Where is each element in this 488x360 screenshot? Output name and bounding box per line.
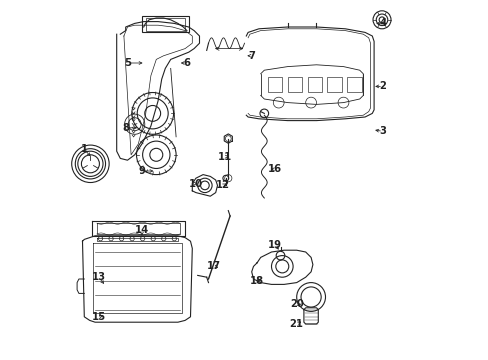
Text: 15: 15 bbox=[91, 312, 105, 322]
Text: 21: 21 bbox=[289, 319, 303, 329]
Text: 6: 6 bbox=[183, 58, 190, 68]
Bar bbox=[145, 18, 185, 31]
Text: 8: 8 bbox=[122, 123, 129, 133]
Text: 4: 4 bbox=[379, 18, 386, 28]
Text: 1: 1 bbox=[81, 144, 88, 154]
Text: 11: 11 bbox=[217, 152, 231, 162]
Bar bbox=[326, 77, 341, 92]
Text: 18: 18 bbox=[249, 276, 264, 286]
Text: 20: 20 bbox=[289, 299, 303, 309]
Bar bbox=[346, 77, 361, 92]
Bar bbox=[267, 77, 282, 92]
Text: 2: 2 bbox=[379, 81, 386, 91]
Text: 12: 12 bbox=[216, 180, 229, 190]
Text: 13: 13 bbox=[92, 272, 105, 282]
Text: 7: 7 bbox=[248, 51, 255, 61]
Text: 16: 16 bbox=[267, 164, 282, 174]
Text: 14: 14 bbox=[135, 225, 149, 235]
Bar bbox=[307, 77, 321, 92]
Bar bbox=[287, 77, 302, 92]
Bar bbox=[142, 16, 188, 32]
Text: 5: 5 bbox=[124, 58, 131, 68]
Text: 3: 3 bbox=[379, 126, 386, 136]
Text: 9: 9 bbox=[138, 166, 145, 176]
Text: 10: 10 bbox=[188, 179, 203, 189]
Text: 19: 19 bbox=[267, 240, 282, 250]
Text: 17: 17 bbox=[206, 261, 221, 271]
